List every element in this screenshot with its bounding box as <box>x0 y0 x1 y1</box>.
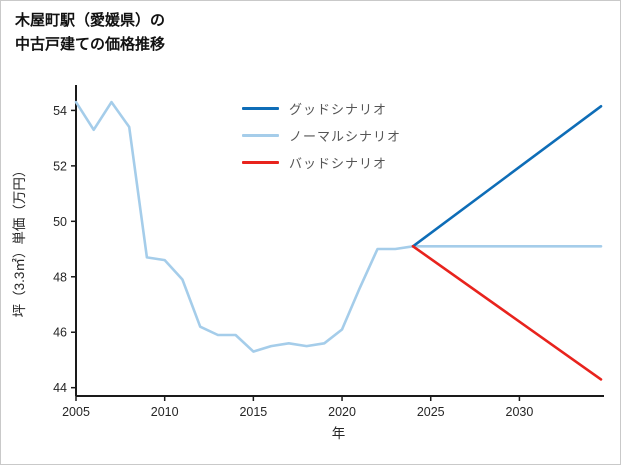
series-line-bad-scenario <box>411 245 603 381</box>
legend-swatch-bad-scenario <box>242 161 279 164</box>
y-tick-label: 44 <box>53 381 67 395</box>
chart-title: 木屋町駅（愛媛県）の 中古戸建ての価格推移 <box>15 9 165 57</box>
x-tick-label: 2005 <box>62 405 90 419</box>
x-axis-label: 年 <box>332 426 346 441</box>
y-axis-label: 坪（3.3㎡）単価（万円） <box>12 164 27 318</box>
legend-swatch-good-scenario <box>242 107 279 110</box>
legend-swatch-normal-scenario <box>242 134 279 137</box>
chart-legend: グッドシナリオ ノーマルシナリオ バッドシナリオ <box>242 95 401 176</box>
y-tick-label: 54 <box>53 104 67 118</box>
y-tick-label: 50 <box>53 215 67 229</box>
x-tick-label: 2025 <box>417 405 445 419</box>
y-tick-label: 46 <box>53 326 67 340</box>
legend-item-good-scenario: グッドシナリオ <box>242 95 401 122</box>
legend-label-bad-scenario: バッドシナリオ <box>289 156 388 171</box>
x-tick-label: 2010 <box>151 405 179 419</box>
legend-item-normal-scenario: ノーマルシナリオ <box>242 122 401 149</box>
y-tick-label: 52 <box>53 159 67 173</box>
legend-item-bad-scenario: バッドシナリオ <box>242 149 401 176</box>
x-tick-label: 2015 <box>239 405 267 419</box>
series-line-good-scenario <box>411 105 603 248</box>
x-tick-label: 2020 <box>328 405 356 419</box>
chart-title-line1: 木屋町駅（愛媛県）の <box>15 12 166 29</box>
chart-title-line2: 中古戸建ての価格推移 <box>15 36 166 53</box>
series-line-normal-scenario <box>74 100 603 353</box>
x-tick-label: 2030 <box>506 405 534 419</box>
legend-label-normal-scenario: ノーマルシナリオ <box>289 129 402 144</box>
y-tick-label: 48 <box>53 270 67 284</box>
legend-label-good-scenario: グッドシナリオ <box>289 102 388 117</box>
